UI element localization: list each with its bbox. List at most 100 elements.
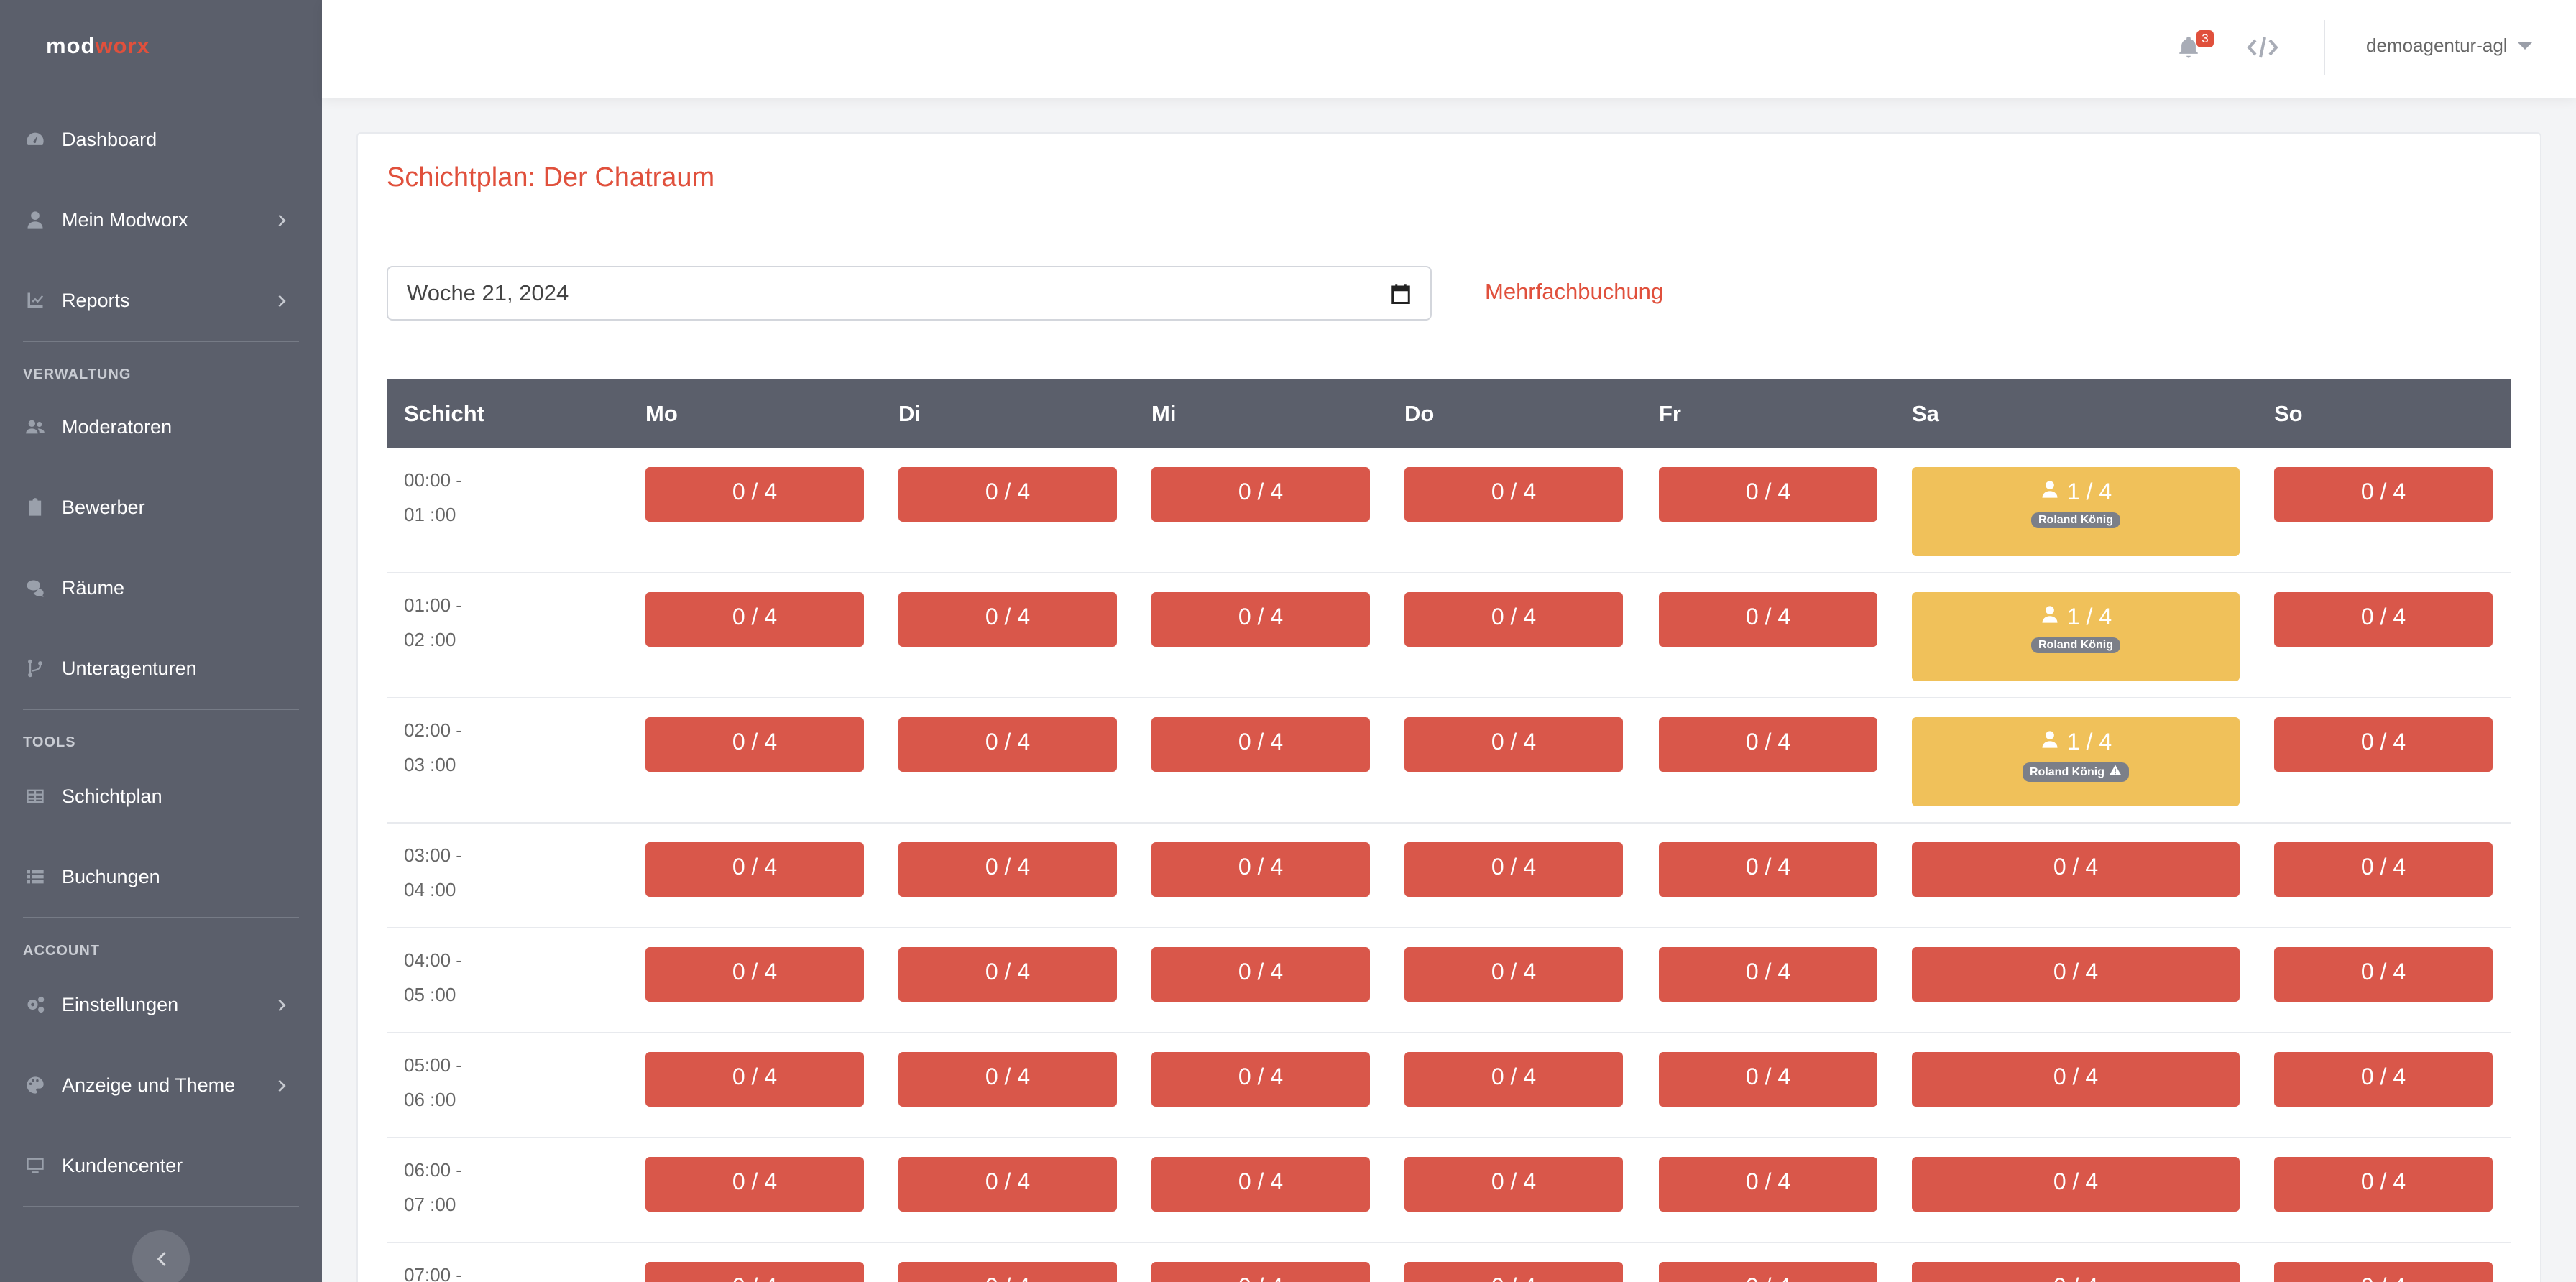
sidebar-item-reports[interactable]: Reports bbox=[0, 272, 322, 329]
shift-slot[interactable]: 0 / 4 bbox=[898, 1052, 1117, 1107]
week-input[interactable]: Woche 21, 2024 bbox=[387, 266, 1432, 320]
slot-count: 0 / 4 bbox=[2053, 1273, 2098, 1282]
shift-slot[interactable]: 0 / 4 bbox=[1151, 842, 1370, 897]
shift-slot[interactable]: 0 / 4 bbox=[2274, 1262, 2493, 1282]
shift-slot[interactable]: 0 / 4 bbox=[1404, 947, 1623, 1002]
shift-slot[interactable]: 0 / 4 bbox=[1912, 947, 2240, 1002]
shift-slot[interactable]: 0 / 4 bbox=[1151, 717, 1370, 772]
shift-slot[interactable]: 0 / 4 bbox=[1404, 842, 1623, 897]
shift-slot[interactable]: 0 / 4 bbox=[645, 842, 864, 897]
sidebar-item-raeume[interactable]: Räume bbox=[0, 559, 322, 617]
sidebar-item-schichtplan[interactable]: Schichtplan bbox=[0, 767, 322, 825]
chevron-right-icon bbox=[275, 292, 292, 309]
shift-slot[interactable]: 0 / 4 bbox=[1404, 467, 1623, 522]
row-divider bbox=[387, 697, 2511, 698]
slot-count: 0 / 4 bbox=[985, 1168, 1030, 1195]
slot-count-text: 0 / 4 bbox=[1491, 1064, 1537, 1089]
shift-slot[interactable]: 0 / 4 bbox=[1659, 592, 1877, 647]
shift-slot[interactable]: 0 / 4 bbox=[2274, 1157, 2493, 1212]
slot-count: 0 / 4 bbox=[2053, 959, 2098, 985]
shift-slot[interactable]: 0 / 4 bbox=[898, 717, 1117, 772]
shift-slot[interactable]: 0 / 4 bbox=[1912, 1052, 2240, 1107]
slot-count-text: 0 / 4 bbox=[2361, 1273, 2406, 1282]
section-verwaltung: VERWALTUNG bbox=[23, 366, 132, 382]
shift-slot[interactable]: 0 / 4 bbox=[645, 1157, 864, 1212]
sidebar-item-bewerber[interactable]: Bewerber bbox=[0, 479, 322, 536]
sidebar-item-moderatoren[interactable]: Moderatoren bbox=[0, 398, 322, 456]
sidebar-item-mein-modworx[interactable]: Mein Modworx bbox=[0, 191, 322, 249]
shift-slot[interactable]: 1 / 4 Roland König bbox=[1912, 717, 2240, 806]
shift-slot[interactable]: 0 / 4 bbox=[1912, 1157, 2240, 1212]
sidebar-item-anzeige-und-theme[interactable]: Anzeige und Theme bbox=[0, 1056, 322, 1114]
user-menu[interactable]: demoagentur-agl bbox=[2366, 34, 2532, 57]
slot-count-text: 0 / 4 bbox=[985, 479, 1031, 504]
sidebar-item-kundencenter[interactable]: Kundencenter bbox=[0, 1137, 322, 1194]
shift-slot[interactable]: 0 / 4 bbox=[1151, 1052, 1370, 1107]
sidebar-item-label: Schichtplan bbox=[62, 785, 162, 807]
sidebar-item-dashboard[interactable]: Dashboard bbox=[0, 111, 322, 168]
shift-slot[interactable]: 0 / 4 bbox=[2274, 842, 2493, 897]
shift-time-end: 07 :00 bbox=[404, 1194, 456, 1215]
sidebar-collapse-button[interactable] bbox=[132, 1230, 190, 1282]
slot-count: 0 / 4 bbox=[1238, 729, 1283, 755]
slot-count-text: 0 / 4 bbox=[732, 1064, 778, 1089]
shift-slot[interactable]: 0 / 4 bbox=[2274, 467, 2493, 522]
calendar-icon[interactable] bbox=[1390, 283, 1412, 305]
mehrfachbuchung-link[interactable]: Mehrfachbuchung bbox=[1485, 279, 1664, 304]
shift-slot[interactable]: 0 / 4 bbox=[2274, 717, 2493, 772]
shift-slot[interactable]: 0 / 4 bbox=[898, 842, 1117, 897]
shift-slot[interactable]: 0 / 4 bbox=[1404, 1262, 1623, 1282]
shift-slot[interactable]: 0 / 4 bbox=[898, 1262, 1117, 1282]
shift-slot[interactable]: 0 / 4 bbox=[1659, 467, 1877, 522]
slot-count-text: 0 / 4 bbox=[1745, 959, 1791, 984]
shift-slot[interactable]: 0 / 4 bbox=[645, 717, 864, 772]
sidebar-item-buchungen[interactable]: Buchungen bbox=[0, 848, 322, 905]
shift-slot[interactable]: 0 / 4 bbox=[1659, 1052, 1877, 1107]
branch-icon bbox=[24, 658, 46, 679]
shift-slot[interactable]: 0 / 4 bbox=[1151, 467, 1370, 522]
shift-slot[interactable]: 0 / 4 bbox=[1151, 947, 1370, 1002]
bell-icon[interactable] bbox=[2176, 34, 2202, 60]
shift-slot[interactable]: 0 / 4 bbox=[645, 1262, 864, 1282]
shift-slot[interactable]: 0 / 4 bbox=[1151, 592, 1370, 647]
shift-slot[interactable]: 0 / 4 bbox=[1151, 1262, 1370, 1282]
app-logo[interactable]: modworx bbox=[46, 33, 150, 59]
shift-slot[interactable]: 0 / 4 bbox=[2274, 592, 2493, 647]
shift-slot[interactable]: 0 / 4 bbox=[1659, 842, 1877, 897]
sidebar-item-label: Einstellungen bbox=[62, 993, 179, 1015]
shift-slot[interactable]: 0 / 4 bbox=[645, 467, 864, 522]
shift-time: 04:00 - 05 :00 bbox=[404, 943, 462, 1012]
shift-slot[interactable]: 0 / 4 bbox=[1659, 947, 1877, 1002]
shift-slot[interactable]: 1 / 4 Roland König bbox=[1912, 467, 2240, 556]
sidebar-item-unteragenturen[interactable]: Unteragenturen bbox=[0, 640, 322, 697]
shift-slot[interactable]: 0 / 4 bbox=[1404, 592, 1623, 647]
shift-slot[interactable]: 0 / 4 bbox=[1404, 717, 1623, 772]
shift-slot[interactable]: 0 / 4 bbox=[898, 947, 1117, 1002]
shift-slot[interactable]: 0 / 4 bbox=[1404, 1052, 1623, 1107]
sidebar-item-label: Mein Modworx bbox=[62, 208, 188, 231]
shift-slot[interactable]: 0 / 4 bbox=[1659, 1262, 1877, 1282]
sidebar-item-einstellungen[interactable]: Einstellungen bbox=[0, 976, 322, 1033]
shift-time-start: 02:00 - bbox=[404, 719, 462, 741]
sidebar-divider bbox=[23, 917, 299, 918]
shift-slot[interactable]: 0 / 4 bbox=[1404, 1157, 1623, 1212]
shift-slot[interactable]: 0 / 4 bbox=[898, 1157, 1117, 1212]
shift-slot[interactable]: 0 / 4 bbox=[645, 592, 864, 647]
shift-slot[interactable]: 0 / 4 bbox=[2274, 1052, 2493, 1107]
code-icon[interactable] bbox=[2247, 34, 2278, 60]
shift-slot[interactable]: 1 / 4 Roland König bbox=[1912, 592, 2240, 681]
user-icon bbox=[2040, 479, 2067, 505]
shift-slot[interactable]: 0 / 4 bbox=[2274, 947, 2493, 1002]
shift-slot[interactable]: 0 / 4 bbox=[898, 592, 1117, 647]
slot-count: 0 / 4 bbox=[732, 1273, 777, 1282]
moderator-name: Roland König bbox=[2038, 514, 2113, 526]
shift-slot[interactable]: 0 / 4 bbox=[1151, 1157, 1370, 1212]
shift-slot[interactable]: 0 / 4 bbox=[1912, 1262, 2240, 1282]
shift-slot[interactable]: 0 / 4 bbox=[645, 947, 864, 1002]
shift-slot[interactable]: 0 / 4 bbox=[645, 1052, 864, 1107]
shift-slot[interactable]: 0 / 4 bbox=[1659, 1157, 1877, 1212]
shift-slot[interactable]: 0 / 4 bbox=[898, 467, 1117, 522]
shift-slot[interactable]: 0 / 4 bbox=[1659, 717, 1877, 772]
section-account: ACCOUNT bbox=[23, 943, 100, 959]
shift-slot[interactable]: 0 / 4 bbox=[1912, 842, 2240, 897]
